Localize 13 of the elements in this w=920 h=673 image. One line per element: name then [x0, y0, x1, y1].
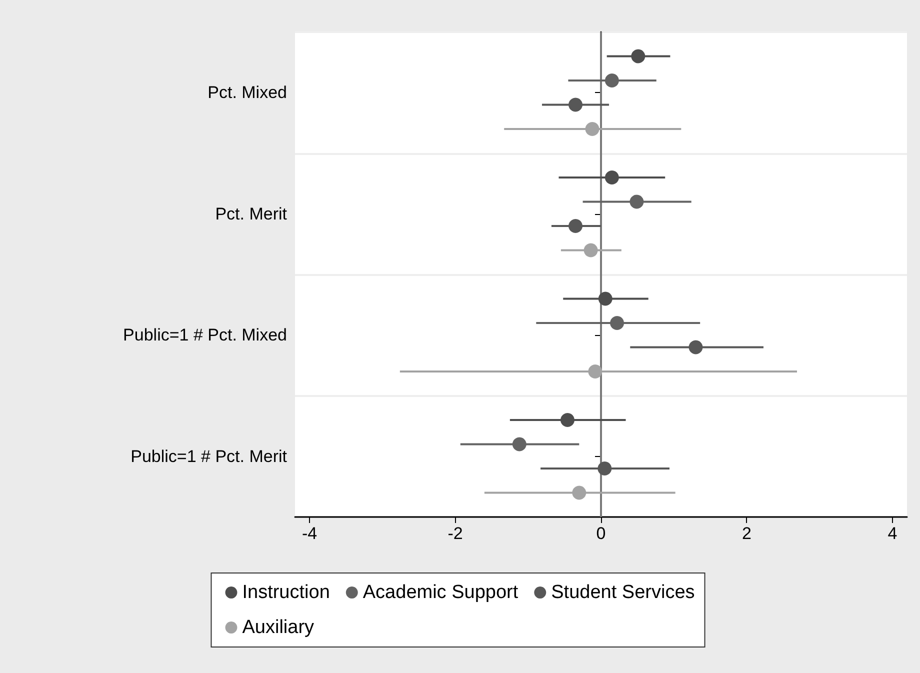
x-tick-label: 2 [742, 524, 752, 543]
x-tick-label: -4 [302, 524, 318, 543]
x-tick-label: 0 [596, 524, 606, 543]
y-tick-label: Public=1 # Pct. Mixed [123, 326, 287, 345]
legend-label: Student Services [551, 582, 695, 603]
x-tick-label: 4 [888, 524, 898, 543]
legend-label: Auxiliary [242, 617, 315, 638]
y-tick-label: Public=1 # Pct. Merit [130, 446, 288, 466]
y-tick-label: Pct. Merit [215, 204, 288, 224]
x-tick-label: -2 [448, 524, 463, 543]
legend-label: Instruction [242, 582, 330, 603]
legend-label: Academic Support [362, 582, 519, 603]
y-tick-label: Pct. Mixed [208, 83, 287, 102]
